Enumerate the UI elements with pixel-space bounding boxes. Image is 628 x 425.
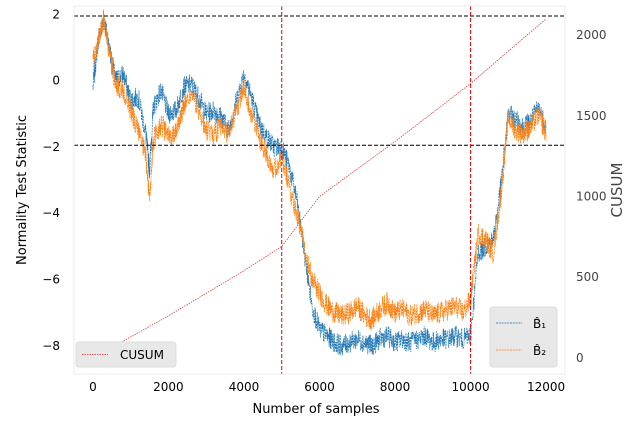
legend-label-b2: B̂₂ xyxy=(533,344,546,358)
y-left-tick-label: −6 xyxy=(42,273,60,287)
legend-label-cusum: CUSUM xyxy=(120,348,164,362)
x-axis-label: Number of samples xyxy=(252,402,379,417)
legend-right-box xyxy=(489,306,558,368)
x-tick-label: 8000 xyxy=(380,380,411,394)
y-axis-right-label: CUSUM xyxy=(608,163,626,218)
x-tick-label: 2000 xyxy=(153,380,184,394)
y-right-tick-label: 500 xyxy=(576,270,599,284)
x-tick-label: 12000 xyxy=(527,380,565,394)
y-axis-left-label: Normality Test Statistic xyxy=(15,115,30,265)
x-tick-label: 10000 xyxy=(451,380,489,394)
legend-left-box xyxy=(75,341,177,368)
y-right-tick-label: 1500 xyxy=(576,109,607,123)
y-right-tick-label: 2000 xyxy=(576,28,607,42)
y-right-tick-label: 1000 xyxy=(576,189,607,203)
lines-layer xyxy=(92,9,547,359)
axes: 0 2000 4000 6000 8000 10000 12000 2 0 −2 −4 −6 −8 0 50… xyxy=(42,5,607,394)
series-b1 xyxy=(92,18,547,356)
legends: CUSUM B̂₁ B̂₂ xyxy=(75,306,558,368)
y-left-tick-label: −4 xyxy=(42,206,60,220)
plot-frame xyxy=(73,5,566,375)
y-left-tick-label: −2 xyxy=(42,140,60,154)
plot-area xyxy=(74,6,565,374)
reference-lines xyxy=(74,6,565,374)
x-tick-label: 6000 xyxy=(304,380,335,394)
y-left-tick-label: 2 xyxy=(52,7,60,21)
series-b2 xyxy=(92,9,547,331)
y-right-tick-label: 0 xyxy=(576,351,584,365)
legend-label-b1: B̂₁ xyxy=(533,317,546,331)
x-tick-label: 0 xyxy=(89,380,97,394)
y-left-tick-label: 0 xyxy=(52,74,60,88)
x-tick-label: 4000 xyxy=(229,380,260,394)
y-left-tick-label: −8 xyxy=(42,339,60,353)
